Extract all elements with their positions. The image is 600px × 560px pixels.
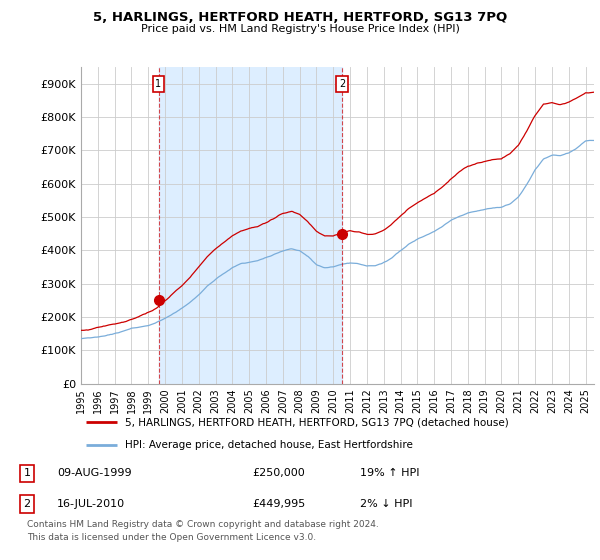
- Text: 1: 1: [155, 79, 161, 89]
- Text: 1: 1: [23, 468, 31, 478]
- Text: 16-JUL-2010: 16-JUL-2010: [57, 499, 125, 509]
- Text: £250,000: £250,000: [252, 468, 305, 478]
- Text: 2: 2: [23, 499, 31, 509]
- Text: 5, HARLINGS, HERTFORD HEATH, HERTFORD, SG13 7PQ (detached house): 5, HARLINGS, HERTFORD HEATH, HERTFORD, S…: [125, 417, 508, 427]
- Bar: [158, 67, 343, 384]
- Text: Contains HM Land Registry data © Crown copyright and database right 2024.: Contains HM Land Registry data © Crown c…: [27, 520, 379, 529]
- Text: Price paid vs. HM Land Registry's House Price Index (HPI): Price paid vs. HM Land Registry's House …: [140, 24, 460, 34]
- Text: 2: 2: [339, 79, 346, 89]
- Text: HPI: Average price, detached house, East Hertfordshire: HPI: Average price, detached house, East…: [125, 440, 412, 450]
- Text: 2% ↓ HPI: 2% ↓ HPI: [360, 499, 413, 509]
- Text: 09-AUG-1999: 09-AUG-1999: [57, 468, 131, 478]
- Text: This data is licensed under the Open Government Licence v3.0.: This data is licensed under the Open Gov…: [27, 533, 316, 542]
- Text: 19% ↑ HPI: 19% ↑ HPI: [360, 468, 419, 478]
- Text: £449,995: £449,995: [252, 499, 305, 509]
- Text: 5, HARLINGS, HERTFORD HEATH, HERTFORD, SG13 7PQ: 5, HARLINGS, HERTFORD HEATH, HERTFORD, S…: [93, 11, 507, 24]
